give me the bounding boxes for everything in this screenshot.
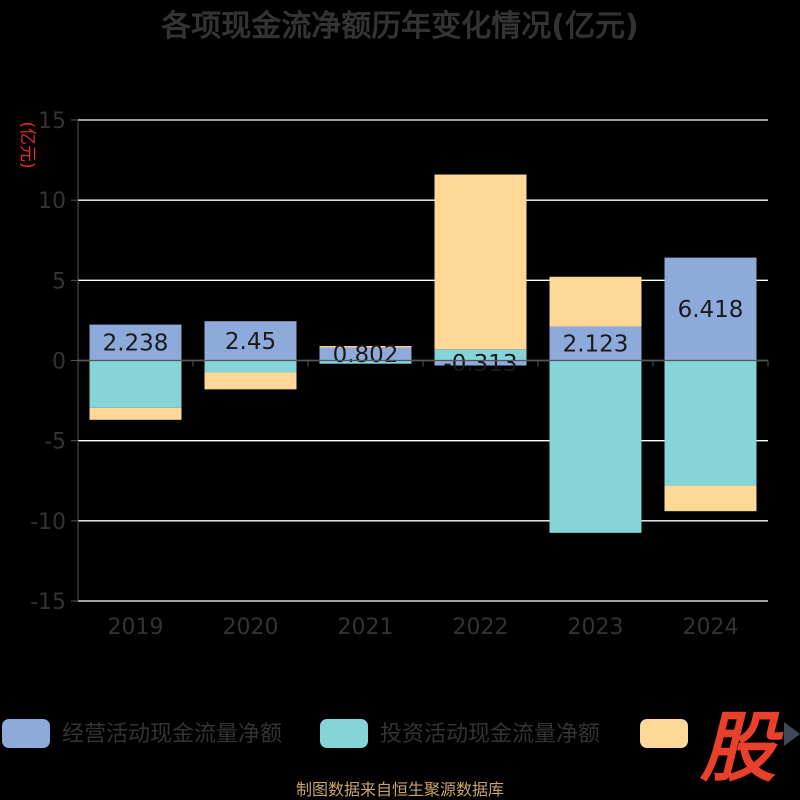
x-tick-label: 2024 <box>683 615 739 640</box>
bar-2-2021[interactable] <box>319 360 412 364</box>
bar-2-2024[interactable] <box>664 360 757 486</box>
legend-swatch <box>320 719 368 748</box>
bar-2-2020[interactable] <box>204 360 297 373</box>
bar-1-2020[interactable] <box>204 321 297 361</box>
data-label-2019: 2.238 <box>103 331 169 357</box>
watermark-logo: 股 <box>699 703 784 792</box>
data-label-2023: 2.123 <box>563 331 629 357</box>
x-axis: 2019 2020 2021 2022 2023 2024 <box>77 359 769 640</box>
y-tick-label: 0 <box>52 350 66 375</box>
bar-2-2023[interactable] <box>549 360 642 533</box>
bar-3-2019[interactable] <box>89 407 182 420</box>
bar-2-2022[interactable] <box>434 349 527 361</box>
data-label-2021: 0.802 <box>333 342 399 368</box>
data-label-2024: 6.418 <box>678 297 744 323</box>
x-tick-label: 2019 <box>108 615 164 640</box>
bar-3-2021[interactable] <box>319 346 412 348</box>
legend-label: 投资活动现金流量净额 <box>380 722 600 747</box>
y-tick-label: 15 <box>38 109 66 134</box>
bars <box>89 174 757 533</box>
bar-3-2024[interactable] <box>664 485 757 512</box>
data-labels: 2.238 2.45 0.802 -0.313 2.123 6.418 <box>103 297 744 377</box>
bar-3-2020[interactable] <box>204 372 297 390</box>
legend-item-1[interactable]: 经营活动现金流量净额 <box>2 719 282 748</box>
y-tick-label: 10 <box>38 189 66 214</box>
bar-1-2023[interactable] <box>549 326 642 361</box>
legend[interactable]: 经营活动现金流量净额 投资活动现金流量净额 <box>2 719 688 748</box>
legend-next-arrow-icon[interactable] <box>784 722 800 746</box>
legend-label: 经营活动现金流量净额 <box>62 722 282 747</box>
y-tick-label: -15 <box>30 590 66 615</box>
bar-1-2022[interactable] <box>434 360 527 366</box>
y-tick-label: -10 <box>30 510 66 535</box>
bar-2-2019[interactable] <box>89 360 182 408</box>
data-source-footer: 制图数据来自恒生聚源数据库 <box>296 780 504 799</box>
legend-swatch <box>640 719 688 748</box>
bar-1-2024[interactable] <box>664 257 757 361</box>
chart-title: 各项现金流净额历年变化情况(亿元) <box>160 9 638 44</box>
x-tick-label: 2020 <box>223 615 279 640</box>
legend-swatch <box>2 719 50 748</box>
logo-glyph: 股 <box>699 703 784 792</box>
y-axis-unit-label: (亿元) <box>17 121 37 168</box>
y-tick-label: 5 <box>52 269 66 294</box>
data-label-2022: -0.313 <box>443 351 517 377</box>
bar-3-2022[interactable] <box>434 174 527 350</box>
data-label-2020: 2.45 <box>225 329 276 355</box>
bar-3-2023[interactable] <box>549 276 642 327</box>
x-tick-label: 2023 <box>568 615 624 640</box>
x-tick-label: 2022 <box>453 615 509 640</box>
bar-1-2019[interactable] <box>89 324 182 361</box>
x-tick-label: 2021 <box>338 615 394 640</box>
y-axis: 15 10 5 0 -5 -10 -15 <box>30 109 79 615</box>
legend-item-3[interactable] <box>640 719 688 748</box>
y-tick-label: -5 <box>44 430 66 455</box>
bar-1-2021[interactable] <box>319 347 412 361</box>
legend-item-2[interactable]: 投资活动现金流量净额 <box>320 719 600 748</box>
